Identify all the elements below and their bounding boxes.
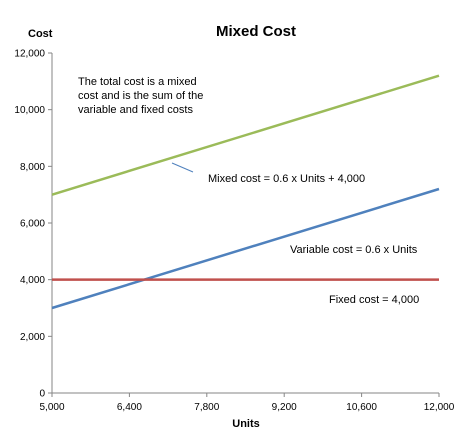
y-tick-label: 10,000 bbox=[14, 105, 45, 116]
variable-cost-line bbox=[51, 187, 440, 310]
x-tick-label: 6,400 bbox=[117, 402, 142, 413]
y-tick-label: 4,000 bbox=[20, 275, 45, 286]
y-tick-label: 0 bbox=[39, 389, 45, 400]
mixed-cost-label: Mixed cost = 0.6 x Units + 4,000 bbox=[208, 173, 365, 185]
mixed-cost-line bbox=[51, 74, 440, 196]
mixed-cost-callout-line bbox=[171, 162, 194, 173]
x-tick-label: 9,200 bbox=[272, 402, 297, 413]
y-tick-label: 12,000 bbox=[14, 49, 45, 60]
x-tick-label: 12,000 bbox=[424, 402, 455, 413]
x-axis-title: Units bbox=[232, 418, 260, 430]
variable-cost-label: Variable cost = 0.6 x Units bbox=[290, 244, 418, 256]
annotation-line-3: variable and fixed costs bbox=[78, 104, 193, 116]
fixed-cost-label: Fixed cost = 4,000 bbox=[329, 294, 419, 306]
y-axis-title: Cost bbox=[28, 28, 53, 40]
chart-title: Mixed Cost bbox=[216, 23, 296, 40]
y-tick-label: 8,000 bbox=[20, 162, 45, 173]
x-tick-label: 7,800 bbox=[194, 402, 219, 413]
y-tick-label: 6,000 bbox=[20, 219, 45, 230]
y-tick-label: 2,000 bbox=[20, 332, 45, 343]
x-tick-label: 5,000 bbox=[39, 402, 64, 413]
annotation-line-2: cost and is the sum of the bbox=[78, 90, 203, 102]
x-tick-label: 10,600 bbox=[346, 402, 377, 413]
annotation-line-1: The total cost is a mixed bbox=[78, 76, 197, 88]
